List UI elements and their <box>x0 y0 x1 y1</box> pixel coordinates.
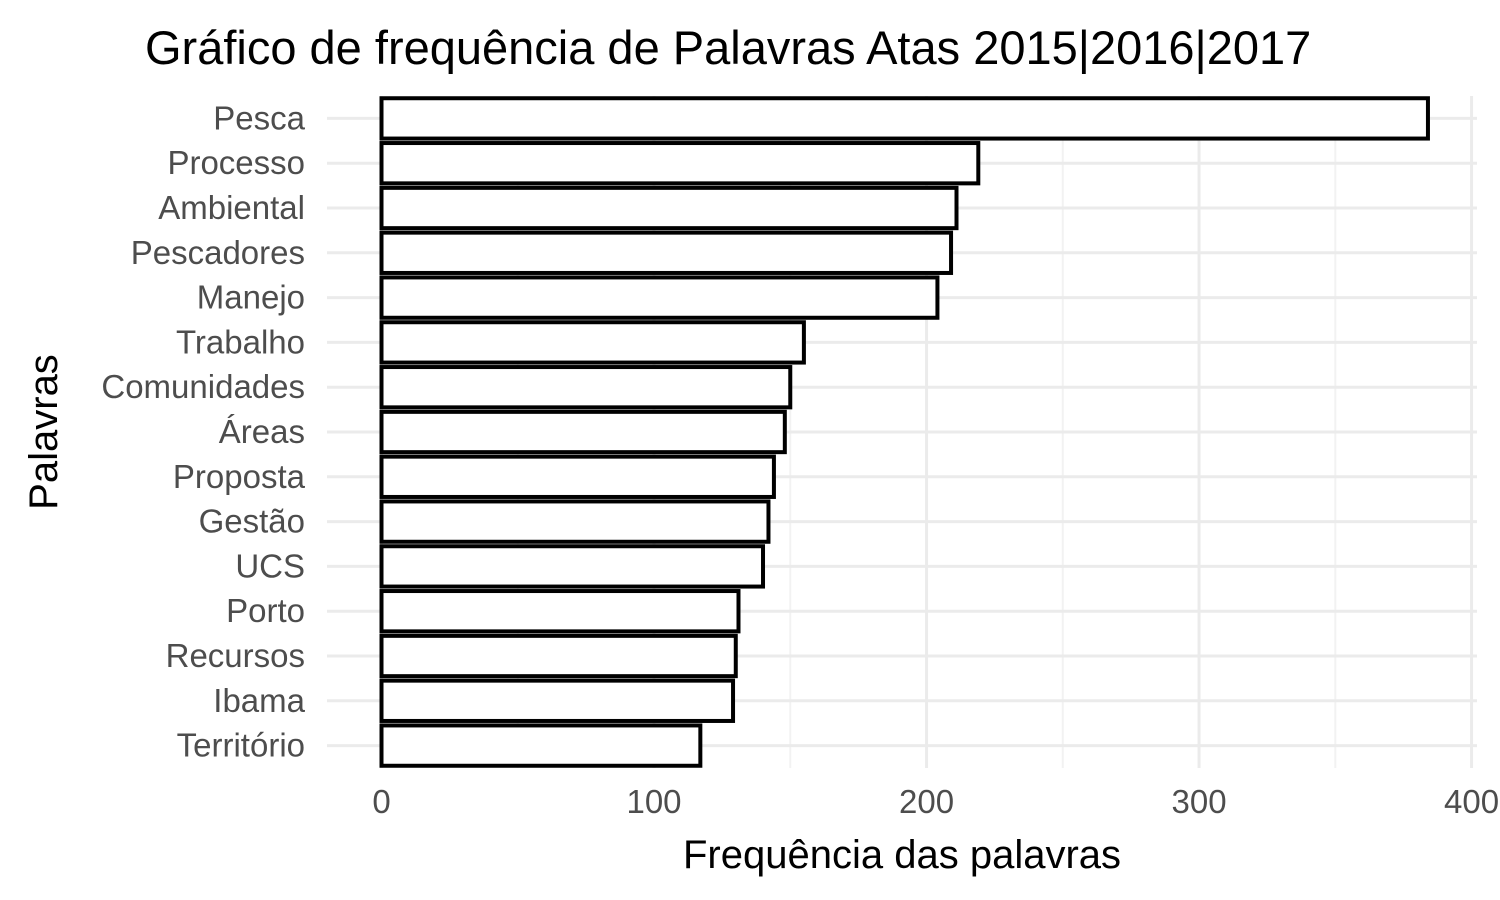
y-tick-label: Recursos <box>166 637 305 674</box>
y-tick-label: Pesca <box>213 99 305 136</box>
chart-title: Gráfico de frequência de Palavras Atas 2… <box>145 21 1311 74</box>
bar <box>379 678 736 723</box>
bar <box>379 365 793 410</box>
x-tick-label: 100 <box>626 783 681 820</box>
y-tick-label: Manejo <box>197 279 305 316</box>
bars <box>379 96 1430 768</box>
bar <box>379 230 954 275</box>
y-tick-label: Comunidades <box>101 368 305 405</box>
x-axis-title: Frequência das palavras <box>683 833 1121 877</box>
bar <box>379 589 741 634</box>
bar <box>379 320 806 365</box>
bar <box>379 185 959 231</box>
x-tick-label: 0 <box>372 783 390 820</box>
y-tick-label: Processo <box>167 144 305 181</box>
y-tick-label: Território <box>177 727 305 764</box>
bar <box>379 141 981 186</box>
y-tick-label: Trabalho <box>176 323 305 360</box>
y-tick-label: Ibama <box>213 682 305 719</box>
bar <box>379 409 787 455</box>
y-tick-labels: Pesca Processo Ambiental Pescadores Manejo Tr… <box>101 99 305 763</box>
x-tick-label: 400 <box>1444 783 1499 820</box>
y-tick-label: Áreas <box>219 413 305 450</box>
bar <box>379 544 766 589</box>
bar <box>379 454 776 499</box>
y-tick-label: Pescadores <box>131 234 305 271</box>
x-tick-labels: 0 100 200 300 400 <box>372 783 1499 820</box>
y-tick-label: Gestão <box>199 503 305 540</box>
bar <box>379 275 940 320</box>
bar <box>379 633 738 679</box>
y-tick-label: Proposta <box>173 458 306 495</box>
bar <box>379 96 1430 141</box>
x-tick-label: 300 <box>1172 783 1227 820</box>
y-tick-label: Ambiental <box>158 189 305 226</box>
bar <box>379 499 771 544</box>
y-tick-label: UCS <box>235 547 305 584</box>
bar <box>379 723 703 768</box>
x-tick-label: 200 <box>899 783 954 820</box>
y-axis-title: Palavras <box>22 354 66 510</box>
y-tick-label: Porto <box>226 592 305 629</box>
